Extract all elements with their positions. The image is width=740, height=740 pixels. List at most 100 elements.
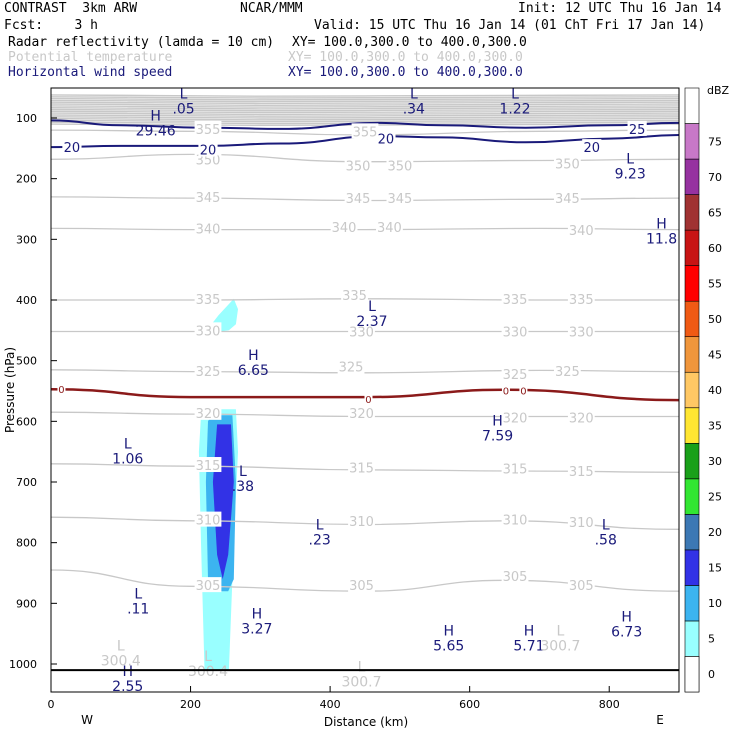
theta-label-bg — [194, 577, 222, 593]
theta-label: 315 — [503, 463, 528, 478]
contour-labels: 355 355 350 350 350 350 345 345 345 345 340 340 340 3… — [57, 120, 647, 594]
y-tick-label: 300 — [16, 233, 37, 246]
high-low-letter: L — [124, 437, 132, 453]
theta-label: 345 — [196, 191, 221, 206]
theta-label-bg — [330, 219, 358, 235]
theta-label-bg — [337, 358, 365, 374]
theta-label: 305 — [349, 579, 374, 594]
colorbar-label: 25 — [708, 491, 722, 504]
field-name-reflectivity: Radar reflectivity (lamda = 10 cm) — [8, 35, 275, 50]
theta-label-bg — [386, 157, 414, 173]
wind-label: 20 — [200, 144, 217, 159]
high-low-value: .05 — [172, 102, 194, 118]
theta-label-bg — [553, 362, 581, 378]
colorbar-swatch — [684, 123, 700, 160]
theta-label: 305 — [503, 570, 528, 585]
colorbar-swatch — [684, 585, 700, 622]
x-tick-label: 400 — [320, 698, 341, 711]
high-low-value: 11.8 — [646, 231, 677, 247]
colorbar-label: 75 — [708, 135, 722, 148]
theta-label: 305 — [196, 579, 221, 594]
x-tick-label: 800 — [599, 698, 620, 711]
theta-label-bg — [194, 120, 222, 136]
theta-label-bg — [501, 409, 529, 425]
theta-label-bg — [348, 404, 375, 420]
theta-label: 315 — [349, 461, 374, 476]
stratosphere-contour-line — [51, 107, 679, 110]
theta-label: 320 — [196, 407, 221, 422]
y-tick-label: 600 — [16, 415, 37, 428]
high-low-letter: L — [134, 586, 142, 602]
field-name-wind: Horizontal wind speed — [8, 65, 173, 80]
theta-label-bg — [501, 460, 529, 476]
theta-label: 350 — [387, 159, 412, 174]
high-low-value: 29.46 — [136, 123, 176, 139]
x-axis-label: Distance (km) — [324, 715, 408, 729]
high-low-value: 2.37 — [356, 314, 387, 330]
wind-label: 20 — [378, 133, 395, 148]
theta-label: 310 — [349, 515, 374, 530]
high-low-letter: H — [252, 607, 263, 623]
theta-label: 310 — [196, 514, 221, 529]
y-tick-label: 200 — [16, 173, 37, 186]
theta-label: 355 — [196, 123, 221, 138]
theta-label: 305 — [569, 579, 594, 594]
init-time: Init: 12 UTC Thu 16 Jan 14 — [518, 1, 722, 16]
y-tick-label: 500 — [16, 355, 37, 368]
theta-label-bg — [501, 511, 529, 527]
stratosphere-contour-line — [51, 112, 679, 116]
east-label: E — [656, 713, 664, 727]
plot-frame — [50, 87, 680, 693]
zero-label: 0 — [520, 386, 526, 397]
colorbar-label: 45 — [708, 348, 722, 361]
theta-label: 335 — [503, 293, 528, 308]
y-tick-label: 400 — [16, 294, 37, 307]
high-low-letter: H — [248, 348, 259, 364]
colorbar-label: 10 — [708, 597, 722, 610]
high-low-letter: L — [358, 659, 366, 675]
theta-label-bg — [348, 577, 375, 593]
colorbar-swatch — [684, 620, 700, 657]
field-xy-reflectivity: XY= 100.0,300.0 to 400.0,300.0 — [292, 35, 527, 50]
y-tick-label: 700 — [16, 476, 37, 489]
zero-label-bg — [364, 393, 373, 404]
field-xy-theta: XY= 100.0,300.0 to 400.0,300.0 — [288, 50, 523, 65]
colorbar-swatch — [684, 229, 700, 266]
colorbar-label: 50 — [708, 313, 722, 326]
high-low-value: .23 — [309, 532, 331, 548]
high-low-letter: L — [316, 517, 324, 533]
y-axis-label: Pressure (hPa) — [3, 347, 17, 433]
theta-label: 320 — [569, 412, 594, 427]
zero-label-bg — [519, 385, 528, 396]
high-low-value: 300.4 — [101, 654, 141, 670]
colorbar-swatch — [684, 442, 700, 480]
high-low-value: 6.65 — [238, 363, 269, 379]
stratosphere-contour-line — [51, 116, 679, 119]
theta-label: 330 — [349, 326, 374, 341]
high-low-value: 300.7 — [540, 638, 580, 654]
wind-contour-25 — [51, 119, 679, 130]
theta-label-bg — [351, 123, 379, 139]
theta-label: 315 — [196, 459, 221, 474]
theta-label: 350 — [555, 158, 580, 173]
colorbar-swatch — [684, 265, 700, 302]
wind-label-bg — [198, 141, 218, 157]
colorbar-swatch — [684, 407, 700, 444]
theta-label-bg — [194, 220, 222, 236]
theta-label: 335 — [196, 293, 221, 308]
colorbar-swatch — [684, 300, 700, 338]
zero-label: 0 — [503, 386, 509, 397]
high-low-letter: H — [443, 623, 454, 639]
zero-label-bg — [501, 385, 510, 396]
theta-label: 325 — [196, 365, 221, 380]
high-low-value: 3.27 — [241, 622, 272, 638]
high-low-markers: L.05L.34L1.22H29.46L9.23H11.8L2.37H6.65H… — [101, 88, 677, 692]
theta-label: 325 — [503, 368, 528, 383]
theta-label: 350 — [196, 153, 221, 168]
colorbar-label: 60 — [708, 242, 722, 255]
high-low-letter: L — [556, 623, 564, 639]
colorbar-swatch — [684, 336, 700, 373]
stratosphere-contour-line — [51, 96, 679, 99]
high-low-value: 1.06 — [112, 452, 143, 468]
colorbar-swatch — [684, 194, 700, 231]
